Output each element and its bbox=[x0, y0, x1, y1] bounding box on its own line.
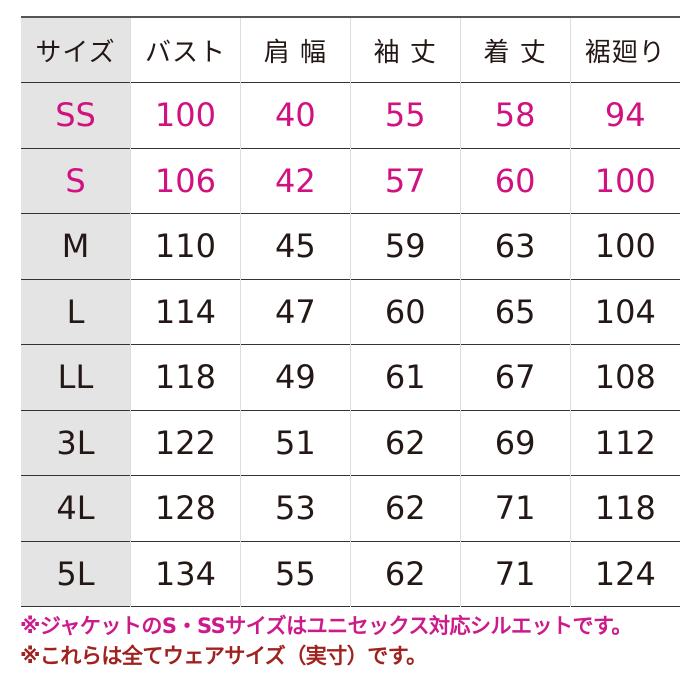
measurement-cell: 100 bbox=[569, 148, 680, 214]
measurement-cell: 134 bbox=[130, 541, 241, 607]
measurement-cell: 47 bbox=[239, 279, 351, 345]
measurement-cell: 124 bbox=[569, 541, 680, 607]
table-row: L 114 47 60 65 104 bbox=[21, 279, 680, 345]
notes: ※ジャケットのS・SSサイズはユニセックス対応シルエットです。 ※これらは全てウ… bbox=[20, 611, 632, 671]
table-row: LL 118 49 61 67 108 bbox=[21, 344, 680, 410]
measurement-cell: 62 bbox=[349, 541, 461, 607]
header-shoulder: 肩 幅 bbox=[239, 17, 351, 83]
table-row: SS 100 40 55 58 94 bbox=[21, 82, 680, 148]
measurement-cell: 49 bbox=[239, 344, 351, 410]
header-bust: バスト bbox=[130, 17, 241, 83]
header-row: サイズ バスト 肩 幅 袖 丈 着 丈 裾廻り bbox=[21, 17, 680, 83]
measurement-cell: 100 bbox=[569, 213, 680, 279]
measurement-cell: 100 bbox=[130, 82, 241, 148]
measurement-cell: 55 bbox=[239, 541, 351, 607]
measurement-cell: 67 bbox=[459, 344, 571, 410]
measurement-cell: 122 bbox=[130, 410, 241, 476]
measurement-cell: 60 bbox=[459, 148, 571, 214]
measurement-cell: 62 bbox=[349, 410, 461, 476]
measurement-cell: 40 bbox=[239, 82, 351, 148]
measurement-cell: 71 bbox=[459, 475, 571, 541]
size-cell: 5L bbox=[21, 541, 131, 607]
measurement-cell: 63 bbox=[459, 213, 571, 279]
table-row: 4L 128 53 62 71 118 bbox=[21, 475, 680, 541]
measurement-cell: 55 bbox=[349, 82, 461, 148]
header-sleeve: 袖 丈 bbox=[349, 17, 461, 83]
measurement-cell: 110 bbox=[130, 213, 241, 279]
note-unisex: ※ジャケットのS・SSサイズはユニセックス対応シルエットです。 bbox=[20, 614, 632, 638]
measurement-cell: 112 bbox=[569, 410, 680, 476]
table-row: 5L 134 55 62 71 124 bbox=[21, 541, 680, 607]
measurement-cell: 118 bbox=[569, 475, 680, 541]
measurement-cell: 128 bbox=[130, 475, 241, 541]
measurement-cell: 106 bbox=[130, 148, 241, 214]
measurement-cell: 51 bbox=[239, 410, 351, 476]
measurement-cell: 94 bbox=[569, 82, 680, 148]
measurement-cell: 59 bbox=[349, 213, 461, 279]
size-cell: S bbox=[21, 148, 131, 214]
size-cell: SS bbox=[21, 82, 131, 148]
note-actual-size: ※これらは全てウェアサイズ（実寸）です。 bbox=[20, 644, 427, 668]
measurement-cell: 65 bbox=[459, 279, 571, 345]
measurement-cell: 108 bbox=[569, 344, 680, 410]
measurement-cell: 60 bbox=[349, 279, 461, 345]
measurement-cell: 118 bbox=[130, 344, 241, 410]
measurement-cell: 58 bbox=[459, 82, 571, 148]
header-size: サイズ bbox=[21, 17, 131, 83]
measurement-cell: 62 bbox=[349, 475, 461, 541]
measurement-cell: 71 bbox=[459, 541, 571, 607]
size-cell: M bbox=[21, 213, 131, 279]
size-chart-table: サイズ バスト 肩 幅 袖 丈 着 丈 裾廻り SS 100 40 55 58 94 S 10… bbox=[21, 16, 680, 607]
table-row: M 110 45 59 63 100 bbox=[21, 213, 680, 279]
size-cell: 4L bbox=[21, 475, 131, 541]
measurement-cell: 69 bbox=[459, 410, 571, 476]
measurement-cell: 104 bbox=[569, 279, 680, 345]
size-cell: LL bbox=[21, 344, 131, 410]
measurement-cell: 53 bbox=[239, 475, 351, 541]
table-row: 3L 122 51 62 69 112 bbox=[21, 410, 680, 476]
measurement-cell: 61 bbox=[349, 344, 461, 410]
measurement-cell: 57 bbox=[349, 148, 461, 214]
size-cell: 3L bbox=[21, 410, 131, 476]
measurement-cell: 45 bbox=[239, 213, 351, 279]
measurement-cell: 114 bbox=[130, 279, 241, 345]
size-cell: L bbox=[21, 279, 131, 345]
table-row: S 106 42 57 60 100 bbox=[21, 148, 680, 214]
header-hem: 裾廻り bbox=[569, 17, 680, 83]
header-length: 着 丈 bbox=[459, 17, 571, 83]
measurement-cell: 42 bbox=[239, 148, 351, 214]
